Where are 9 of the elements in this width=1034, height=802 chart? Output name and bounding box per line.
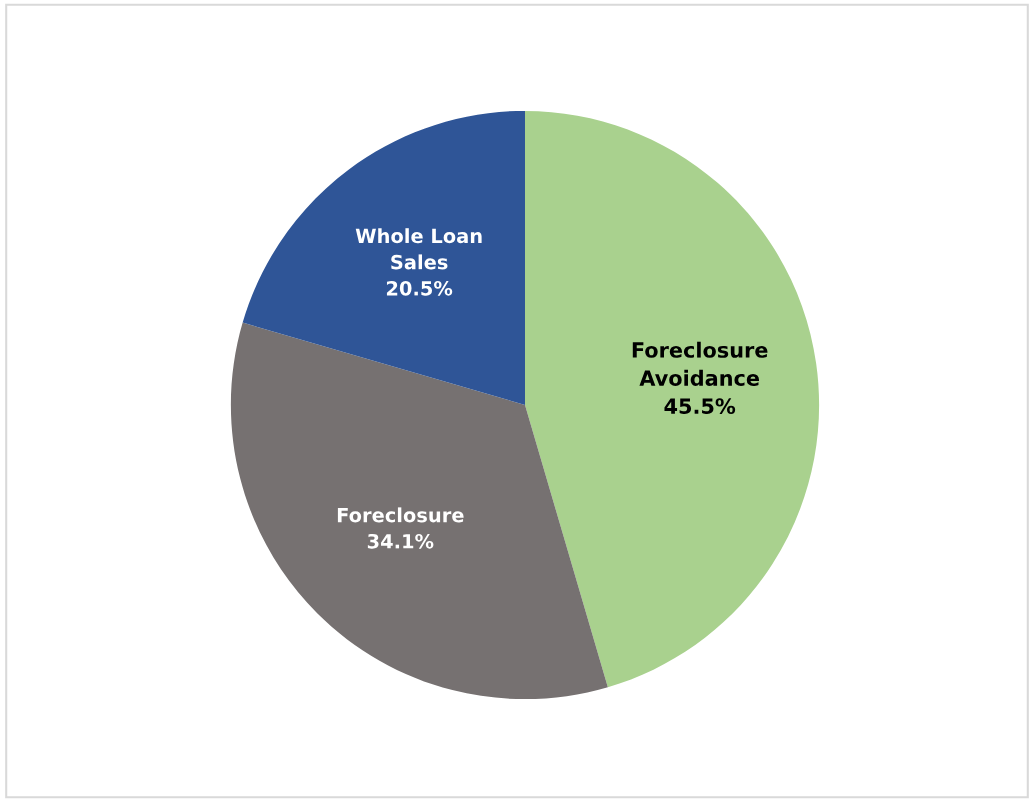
pie-slice bbox=[242, 110, 525, 405]
data-label: 34.1% bbox=[367, 533, 434, 549]
slice-label: Foreclosure Avoidance bbox=[632, 341, 768, 386]
slice-label: Whole Loan Sales bbox=[355, 228, 482, 270]
data-label: 20.5% bbox=[386, 280, 453, 296]
data-label: 45.5% bbox=[664, 398, 736, 415]
slice-label: Foreclosure bbox=[337, 507, 464, 523]
pie-slice bbox=[525, 110, 820, 688]
pie-slice bbox=[230, 322, 608, 700]
